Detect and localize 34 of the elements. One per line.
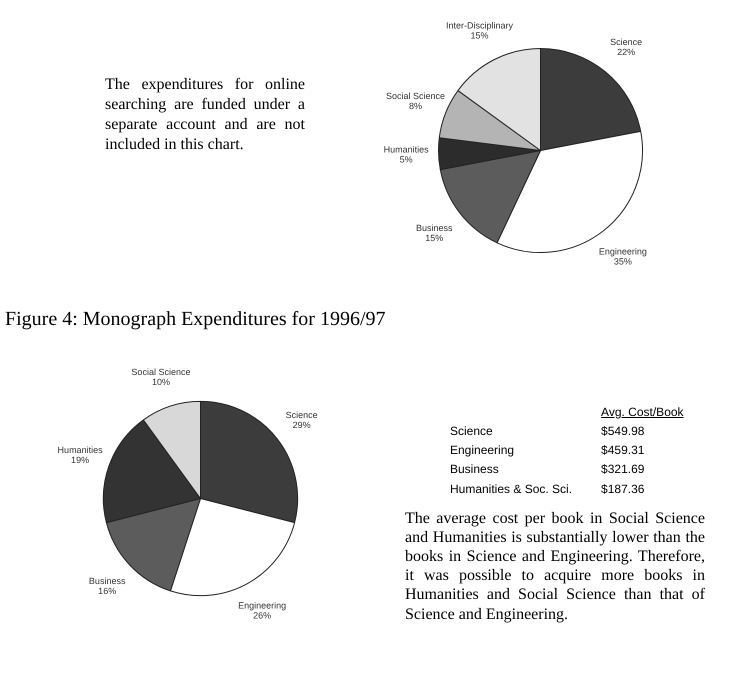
text: $459.31 [601,443,644,458]
category-label: Humanities & Soc. Sci. [450,480,574,498]
text: $187.36 [601,482,644,496]
slice-label: Engineering [598,246,647,257]
slice-label: Science [286,410,318,420]
data-label: 29% [292,420,311,430]
data-label: 16% [98,586,116,596]
slice-label: Social Science [131,366,190,377]
text: The average cost per book in Social Science and Humanities is substantially lower than the books in Science and Engineering. Therefore, it was possible to acquire more books in Humanities and Social Science than that of Science and Engineering. [405,508,705,624]
chart-title: Figure 4: Monograph Expenditures for 1996/97 [5,307,386,332]
text: $549.98 [601,424,644,438]
data-label: 15% [470,30,488,41]
text: $321.69 [601,462,644,476]
text: The expenditures for online searching are funded under a separate account and are not included in this chart. [105,75,305,155]
data-label: 22% [617,46,636,57]
data-label: 8% [409,101,422,112]
slice-label: Humanities [384,144,430,155]
slice-label: Business [88,576,126,586]
slice-label: Science [610,36,642,47]
data-label: 35% [614,256,632,267]
slice-label: Inter-Disciplinary [446,20,514,31]
category-label: Engineering [450,442,516,460]
slice-label: Humanities [58,445,104,456]
slice-label: Engineering [238,600,286,611]
category-label: Business [450,461,500,478]
data-label: 10% [152,376,170,387]
data-label: 15% [425,232,444,243]
category-label: Science [450,423,494,440]
slice-label: Social Science [386,91,446,102]
text: Avg. Cost/Book [600,404,685,421]
data-label: 5% [400,154,413,165]
data-label: 19% [71,455,90,466]
slice-label: Business [416,222,454,233]
data-label: 26% [253,610,272,621]
